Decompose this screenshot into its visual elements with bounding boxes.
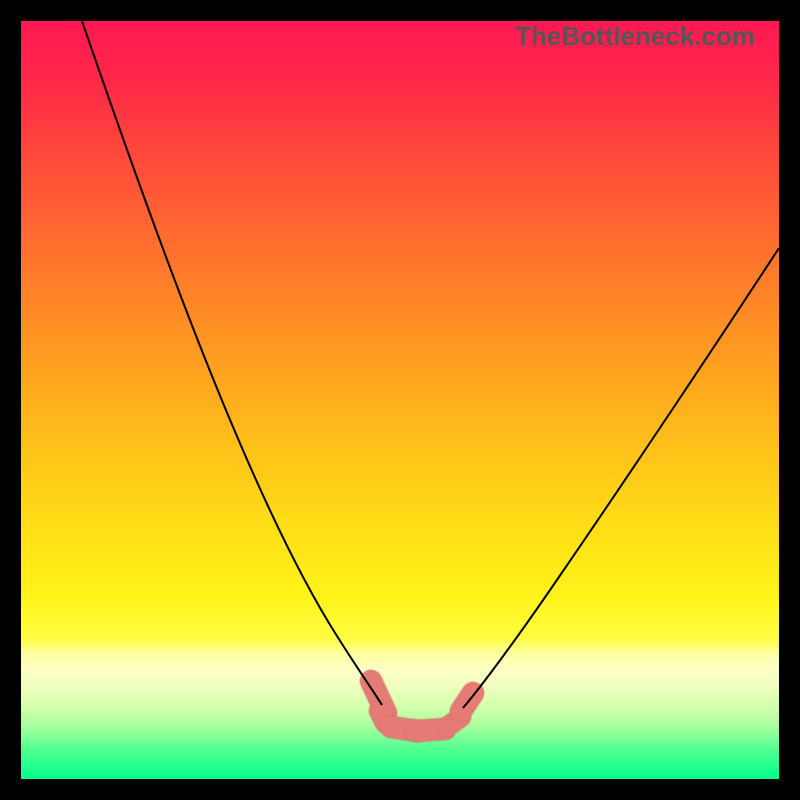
right-curve xyxy=(463,248,779,708)
marker-cluster-group xyxy=(371,681,473,731)
plot-area: TheBottleneck.com xyxy=(21,21,779,779)
curve-layer xyxy=(21,21,779,779)
left-curve xyxy=(82,21,382,705)
